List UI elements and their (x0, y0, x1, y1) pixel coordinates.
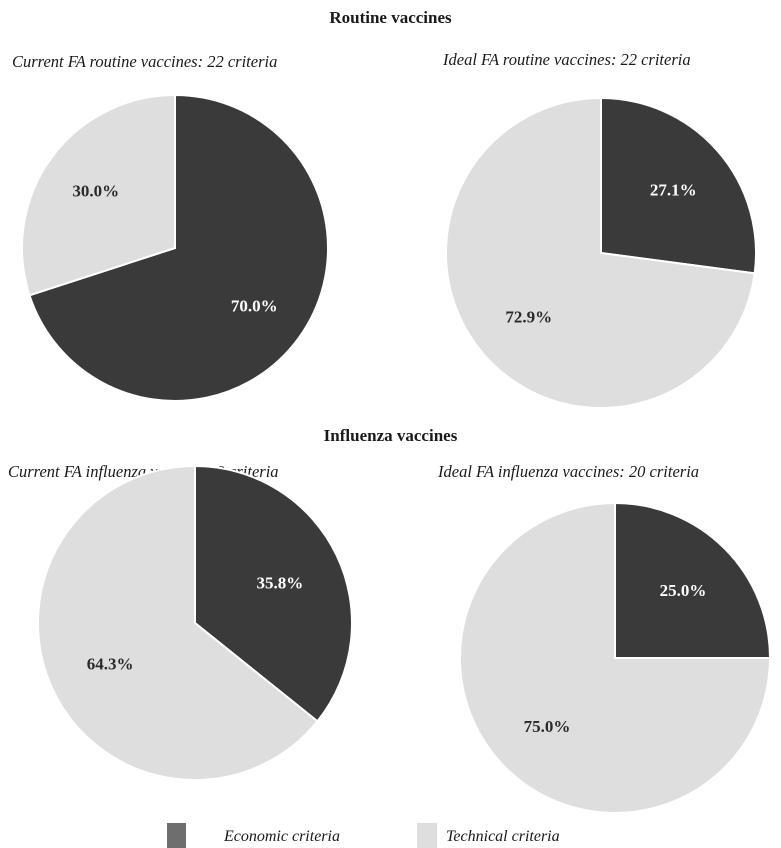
chart-title-current-routine: Current FA routine vaccines: 22 criteria (12, 52, 278, 71)
legend-technical-swatch (417, 823, 437, 848)
pie-chart-2: 35.8% 64.3% (37, 464, 353, 781)
pie-slice-label-technical: 72.9% (505, 307, 552, 326)
pie-slice-technical (445, 96, 756, 409)
legend-economic-label: Economic criteria (224, 828, 340, 845)
pie-chart-0: 70.0% 30.0% (21, 93, 329, 402)
section-title-routine: Routine vaccines (329, 8, 452, 27)
pie-chart-3: 25.0% 75.0% (459, 501, 772, 814)
pie-slice-technical (21, 93, 176, 297)
pie-slice-technical (459, 501, 772, 814)
pie-slice-technical (37, 464, 319, 781)
legend-economic-swatch (167, 823, 186, 848)
pie-slice-economic (28, 93, 329, 402)
pie-slice-label-economic: 25.0% (660, 581, 707, 600)
pie-slice-economic (194, 464, 353, 723)
pie-slice-label-economic: 27.1% (650, 181, 697, 200)
chart-title-ideal-routine: Ideal FA routine vaccines: 22 criteria (443, 50, 691, 69)
chart-title-ideal-influenza: Ideal FA influenza vaccines: 20 criteria (438, 462, 700, 481)
pie-slice-label-economic: 35.8% (257, 573, 304, 592)
pie-slice-label-technical: 64.3% (87, 655, 134, 674)
pie-slice-economic (600, 96, 757, 275)
pie-slice-economic (614, 501, 772, 659)
legend-technical-label: Technical criteria (446, 828, 560, 845)
pie-chart-1: 27.1% 72.9% (445, 96, 757, 409)
pie-slice-label-technical: 30.0% (72, 181, 119, 200)
pie-slice-label-economic: 70.0% (231, 297, 278, 316)
pie-slice-label-technical: 75.0% (524, 717, 571, 736)
section-title-influenza: Influenza vaccines (323, 426, 458, 445)
